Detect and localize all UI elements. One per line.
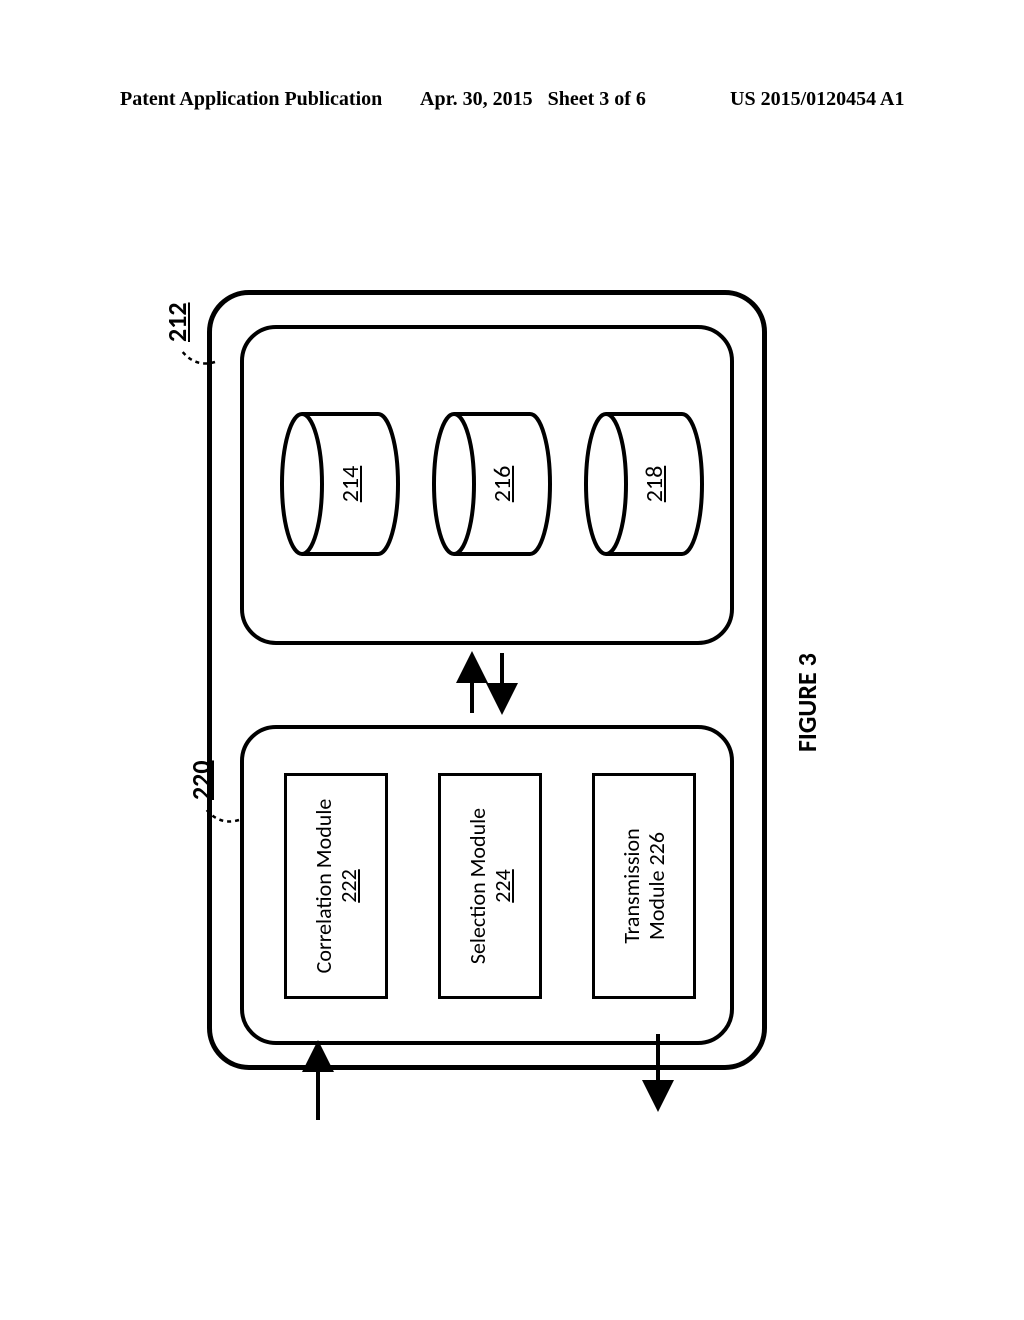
module-transmission: Transmission Module 226 [592,773,696,999]
module-selection-line1: Selection Module [465,808,490,964]
arrow-bidir [458,643,518,723]
header-pubno: US 2015/0120454 A1 [730,88,904,111]
database-214-label: 214 [336,409,365,559]
databases-box: 214 216 [240,325,734,645]
modules-box: Correlation Module 222 Selection Module … [240,725,734,1045]
database-216-label: 216 [488,409,517,559]
figure-label: FIGURE 3 [791,653,823,752]
database-218-label: 218 [640,409,669,559]
figure-canvas: 212 220 [177,230,847,1130]
module-selection: Selection Module 224 [438,773,542,999]
header-date-sheet: Apr. 30, 2015 Sheet 3 of 6 [420,88,646,111]
header-sheet: Sheet 3 of 6 [548,88,646,110]
module-selection-line2: 224 [490,808,515,964]
database-218: 218 [584,409,704,559]
module-correlation: Correlation Module 222 [284,773,388,999]
outer-box: Correlation Module 222 Selection Module … [207,290,767,1070]
header-publication: Patent Application Publication [120,88,382,111]
module-correlation-line2: 222 [336,799,361,974]
page: Patent Application Publication Apr. 30, … [0,0,1024,1320]
header-date: Apr. 30, 2015 [420,88,533,110]
callout-212: 212 [161,302,193,342]
module-transmission-line1: Transmission [619,828,644,943]
module-transmission-line2: Module 226 [644,828,669,943]
database-216: 216 [432,409,552,559]
module-correlation-line1: Correlation Module [311,799,336,974]
database-214: 214 [280,409,400,559]
